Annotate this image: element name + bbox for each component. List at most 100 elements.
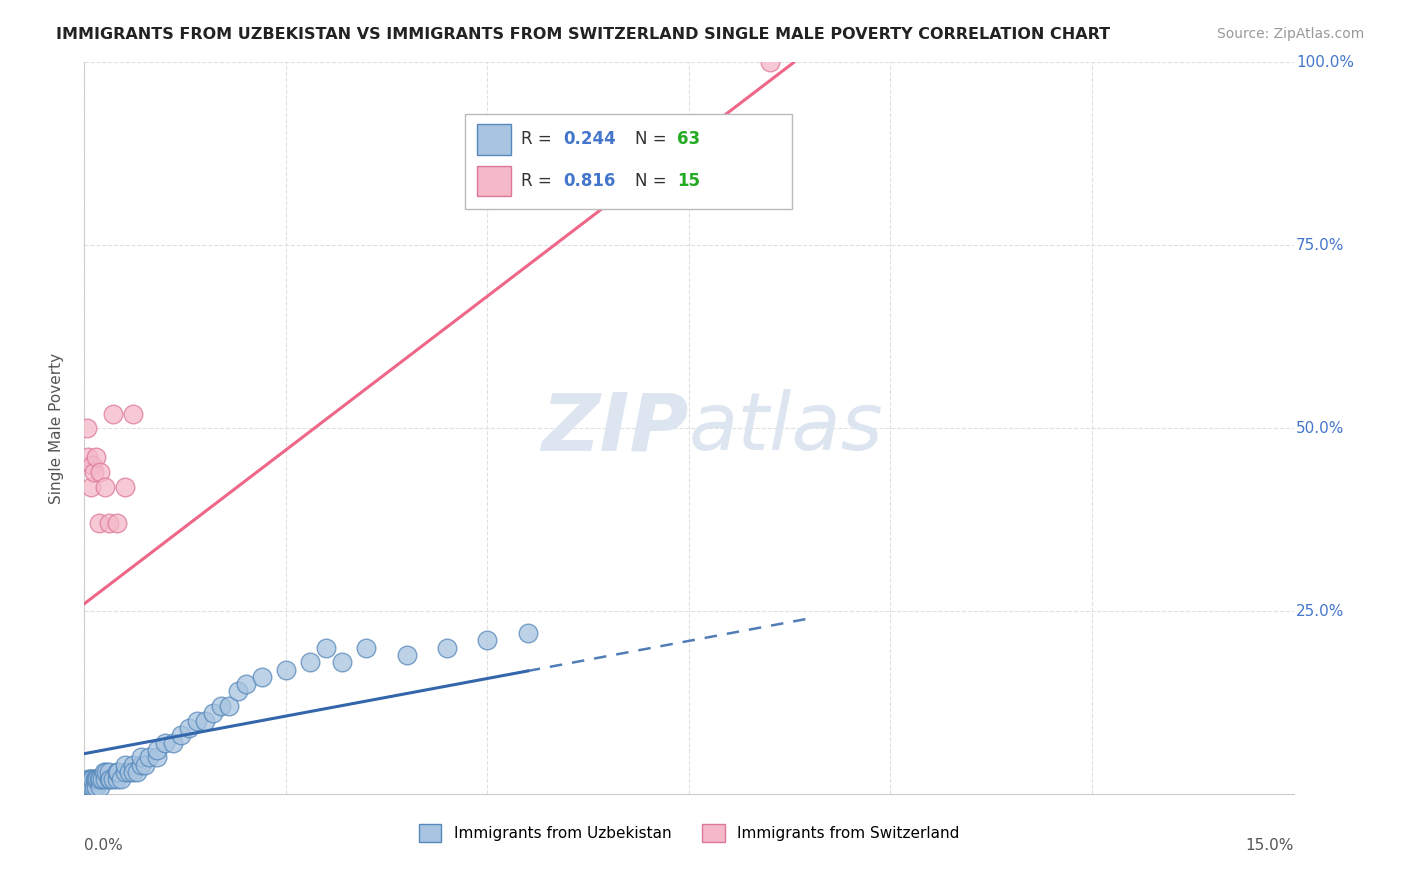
Point (477, 633, 499, 648)
Point (121, 407, 143, 421)
Point (94, 764, 117, 779)
Point (162, 736, 184, 750)
Point (129, 750, 152, 764)
Point (274, 663, 297, 677)
Point (114, 480, 136, 494)
Point (202, 706, 225, 721)
Point (76, 780, 98, 794)
Point (118, 764, 141, 779)
Point (101, 407, 124, 421)
Point (86, 450, 108, 465)
Point (235, 677, 257, 691)
Point (170, 728, 193, 742)
Text: atlas: atlas (689, 389, 884, 467)
Point (209, 699, 232, 714)
Point (87, 516, 110, 531)
Point (82, 772, 104, 787)
Point (395, 648, 418, 662)
Text: N =: N = (634, 172, 672, 190)
Y-axis label: Single Male Poverty: Single Male Poverty (49, 352, 63, 504)
Point (436, 640, 458, 655)
Point (114, 764, 136, 779)
Point (121, 764, 143, 779)
Point (299, 655, 322, 669)
Point (110, 772, 132, 787)
Point (83, 465, 105, 479)
Point (76, 421, 98, 435)
Text: 100.0%: 100.0% (1296, 55, 1354, 70)
Point (129, 757, 152, 772)
Point (80, 772, 103, 787)
Point (89, 772, 111, 787)
Point (77, 772, 100, 787)
Point (91, 772, 114, 787)
Point (105, 516, 128, 531)
Point (97, 764, 120, 779)
Point (93, 772, 115, 787)
Point (330, 655, 353, 669)
Text: IMMIGRANTS FROM UZBEKISTAN VS IMMIGRANTS FROM SWITZERLAND SINGLE MALE POVERTY CO: IMMIGRANTS FROM UZBEKISTAN VS IMMIGRANTS… (56, 27, 1111, 42)
Point (80, 480, 103, 494)
Text: 0.0%: 0.0% (84, 838, 124, 853)
Point (105, 772, 128, 787)
Point (98, 772, 121, 787)
Point (114, 757, 136, 772)
Text: 75.0%: 75.0% (1296, 238, 1344, 252)
Point (97, 516, 120, 531)
Point (194, 714, 217, 728)
Point (89, 465, 111, 479)
Text: 25.0%: 25.0% (1296, 604, 1344, 618)
Point (84, 780, 107, 794)
Point (75, 780, 97, 794)
Point (77, 780, 100, 794)
Point (218, 699, 240, 714)
Point (179, 721, 201, 735)
Point (146, 750, 169, 764)
Point (356, 640, 378, 655)
Point (80, 780, 103, 794)
Text: R =: R = (520, 172, 557, 190)
FancyBboxPatch shape (478, 124, 512, 154)
Point (516, 626, 538, 640)
Point (86, 772, 108, 787)
Point (82, 780, 104, 794)
Text: 63: 63 (676, 130, 700, 148)
Text: 0.244: 0.244 (564, 130, 616, 148)
Point (93, 764, 115, 779)
Point (138, 750, 160, 764)
Text: R =: R = (520, 130, 557, 148)
Point (77, 450, 100, 465)
Point (107, 764, 129, 779)
Point (87, 772, 110, 787)
Text: 50.0%: 50.0% (1296, 421, 1344, 435)
Point (76, 780, 98, 794)
Text: ZIP: ZIP (541, 389, 689, 467)
Point (121, 757, 143, 772)
Point (79, 772, 101, 787)
Point (83, 772, 105, 787)
Point (226, 684, 249, 698)
Point (146, 743, 169, 757)
Point (101, 772, 124, 787)
Text: 15.0%: 15.0% (1246, 838, 1294, 853)
Point (134, 757, 156, 772)
Text: Source: ZipAtlas.com: Source: ZipAtlas.com (1216, 27, 1364, 41)
FancyBboxPatch shape (465, 113, 792, 209)
Legend: Immigrants from Uzbekistan, Immigrants from Switzerland: Immigrants from Uzbekistan, Immigrants f… (412, 818, 966, 848)
FancyBboxPatch shape (478, 166, 512, 196)
Point (186, 714, 208, 728)
Point (82, 458, 104, 472)
Text: 15: 15 (676, 172, 700, 190)
Point (153, 736, 176, 750)
Point (758, 55, 780, 70)
Point (105, 764, 128, 779)
Point (93, 480, 115, 494)
Point (97, 772, 120, 787)
Point (89, 780, 111, 794)
Point (250, 670, 273, 684)
Point (315, 640, 337, 655)
Point (83, 780, 105, 794)
Text: 0.816: 0.816 (564, 172, 616, 190)
Point (125, 764, 148, 779)
Text: N =: N = (634, 130, 672, 148)
